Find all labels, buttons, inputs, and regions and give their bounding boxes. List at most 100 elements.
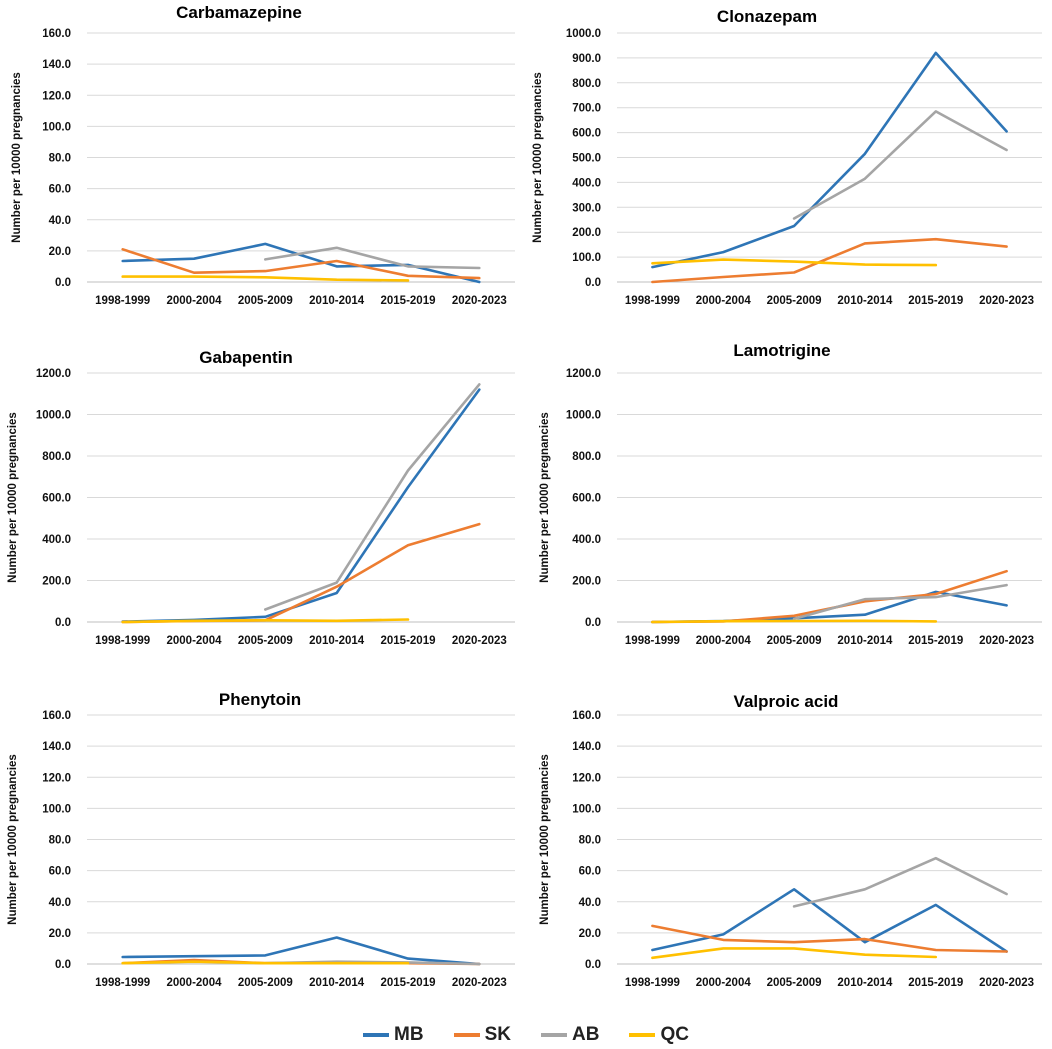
y-tick-label: 140.0 bbox=[42, 59, 71, 71]
y-tick-label: 200.0 bbox=[572, 227, 601, 239]
y-tick-label: 200.0 bbox=[572, 576, 601, 588]
y-tick-label: 80.0 bbox=[49, 835, 71, 847]
x-tick-label: 2015-2019 bbox=[908, 977, 963, 989]
chart-legend: MB SK AB QC bbox=[0, 1022, 1052, 1048]
panel-title-gabapentin: Gabapentin bbox=[199, 348, 293, 367]
y-tick-label: 100.0 bbox=[42, 121, 71, 133]
legend-label-mb: MB bbox=[394, 1024, 424, 1045]
y-tick-label: 0.0 bbox=[585, 959, 601, 971]
x-tick-label: 2020-2023 bbox=[979, 635, 1034, 647]
panel-title-lamotrigine: Lamotrigine bbox=[733, 341, 830, 360]
legend-item-ab: AB bbox=[541, 1024, 599, 1046]
series-line-ab-clonazepam bbox=[792, 110, 1008, 220]
y-axis-label: Number per 10000 pregnancies bbox=[11, 72, 23, 243]
y-tick-label: 100.0 bbox=[572, 252, 601, 264]
y-tick-label: 0.0 bbox=[585, 617, 601, 629]
panel-title-clonazepam: Clonazepam bbox=[717, 7, 817, 26]
x-tick-label: 1998-1999 bbox=[625, 977, 680, 989]
y-tick-label: 1200.0 bbox=[566, 368, 601, 380]
y-tick-label: 800.0 bbox=[42, 451, 71, 463]
y-tick-label: 0.0 bbox=[55, 617, 71, 629]
legend-swatch-sk bbox=[453, 1033, 480, 1037]
x-tick-label: 1998-1999 bbox=[625, 295, 680, 307]
x-tick-label: 2020-2023 bbox=[452, 977, 507, 989]
x-tick-label: 2000-2004 bbox=[167, 977, 223, 989]
x-tick-label: 2000-2004 bbox=[167, 295, 223, 307]
y-axis-label: Number per 10000 pregnancies bbox=[532, 72, 544, 243]
x-tick-label: 2010-2014 bbox=[837, 635, 893, 647]
series-line-qc-phenytoin bbox=[121, 960, 410, 965]
x-tick-label: 2010-2014 bbox=[837, 977, 893, 989]
series-line-sk-clonazepam bbox=[651, 237, 1008, 284]
y-tick-label: 500.0 bbox=[572, 153, 601, 165]
y-tick-label: 160.0 bbox=[572, 710, 601, 722]
x-tick-label: 2000-2004 bbox=[696, 635, 752, 647]
series-line-ab-valproic-acid bbox=[792, 856, 1008, 908]
legend-swatch-qc bbox=[629, 1033, 656, 1037]
series-line-mb-lamotrigine bbox=[651, 590, 1008, 624]
y-tick-label: 600.0 bbox=[572, 128, 601, 140]
x-tick-label: 2000-2004 bbox=[696, 977, 752, 989]
y-tick-label: 40.0 bbox=[49, 215, 71, 227]
series-line-qc-valproic-acid bbox=[651, 947, 938, 960]
x-tick-label: 1998-1999 bbox=[95, 635, 150, 647]
legend-label-qc: QC bbox=[660, 1024, 689, 1045]
y-tick-label: 600.0 bbox=[42, 493, 71, 505]
x-tick-label: 2010-2014 bbox=[309, 977, 365, 989]
chart-panel-gabapentin: 0.0 200.0 400.0 600.0 800.0 1000.0 1200.0 1998-… bbox=[7, 348, 515, 647]
x-tick-label: 1998-1999 bbox=[95, 977, 150, 989]
series-line-mb-gabapentin bbox=[121, 388, 481, 623]
y-tick-label: 60.0 bbox=[579, 866, 601, 878]
y-tick-label: 700.0 bbox=[572, 103, 601, 115]
legend-label-ab: AB bbox=[572, 1024, 600, 1045]
x-tick-label: 2015-2019 bbox=[381, 977, 436, 989]
legend-swatch-mb bbox=[363, 1033, 390, 1037]
series-line-ab-lamotrigine bbox=[792, 583, 1008, 621]
legend-item-qc: QC bbox=[629, 1024, 689, 1046]
y-axis-label: Number per 10000 pregnancies bbox=[539, 754, 551, 925]
x-tick-label: 1998-1999 bbox=[625, 635, 680, 647]
x-tick-label: 2015-2019 bbox=[908, 635, 963, 647]
chart-panel-valproic-acid: 0.0 20.0 40.0 60.0 80.0 100.0 120.0 140.0 160.0 1… bbox=[539, 692, 1042, 989]
x-tick-label: 2005-2009 bbox=[238, 635, 293, 647]
x-tick-label: 2015-2019 bbox=[381, 295, 436, 307]
x-tick-label: 2000-2004 bbox=[696, 295, 752, 307]
y-tick-label: 200.0 bbox=[42, 576, 71, 588]
y-tick-label: 1000.0 bbox=[566, 410, 601, 422]
y-tick-label: 1000.0 bbox=[36, 410, 71, 422]
y-tick-label: 120.0 bbox=[42, 772, 71, 784]
y-tick-label: 40.0 bbox=[579, 897, 601, 909]
y-tick-label: 160.0 bbox=[42, 28, 71, 40]
series-line-sk-valproic-acid bbox=[651, 924, 1008, 953]
x-tick-label: 2005-2009 bbox=[238, 977, 293, 989]
x-tick-label: 2010-2014 bbox=[309, 635, 365, 647]
y-tick-label: 400.0 bbox=[42, 534, 71, 546]
y-tick-label: 140.0 bbox=[42, 741, 71, 753]
y-tick-label: 1000.0 bbox=[566, 28, 601, 40]
y-tick-label: 400.0 bbox=[572, 534, 601, 546]
y-tick-label: 400.0 bbox=[572, 177, 601, 189]
x-tick-label: 2000-2004 bbox=[167, 635, 223, 647]
x-tick-label: 1998-1999 bbox=[95, 295, 150, 307]
y-axis-label: Number per 10000 pregnancies bbox=[7, 754, 19, 925]
panel-title-phenytoin: Phenytoin bbox=[219, 690, 301, 709]
x-tick-label: 2010-2014 bbox=[309, 295, 365, 307]
panel-title-carbamazepine: Carbamazepine bbox=[176, 3, 302, 22]
y-tick-label: 0.0 bbox=[55, 277, 71, 289]
y-tick-label: 0.0 bbox=[55, 959, 71, 971]
y-tick-label: 600.0 bbox=[572, 493, 601, 505]
legend-item-sk: SK bbox=[453, 1024, 511, 1046]
y-tick-label: 1200.0 bbox=[36, 368, 71, 380]
series-line-qc-carbamazepine bbox=[121, 275, 410, 282]
y-tick-label: 60.0 bbox=[49, 866, 71, 878]
chart-panel-phenytoin: 0.0 20.0 40.0 60.0 80.0 100.0 120.0 140.0 160.0 1… bbox=[7, 690, 515, 989]
y-tick-label: 140.0 bbox=[572, 741, 601, 753]
x-tick-label: 2020-2023 bbox=[452, 295, 507, 307]
y-tick-label: 800.0 bbox=[572, 78, 601, 90]
x-tick-label: 2020-2023 bbox=[979, 295, 1034, 307]
x-tick-label: 2020-2023 bbox=[979, 977, 1034, 989]
y-axis-label: Number per 10000 pregnancies bbox=[539, 412, 551, 583]
y-tick-label: 20.0 bbox=[49, 928, 71, 940]
series-line-qc-lamotrigine bbox=[651, 619, 938, 624]
